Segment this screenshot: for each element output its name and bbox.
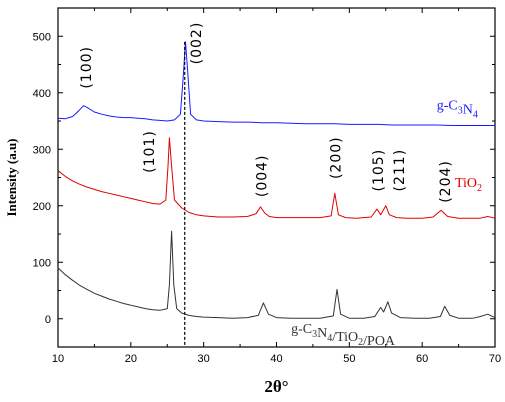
annotations: (100) (002) (101) (004) (200) (105) (211) (204)… [79, 22, 482, 349]
x-tick-label: 60 [416, 353, 428, 365]
label-subscript: 3 [458, 106, 463, 117]
series-label-0: g-C3N4 [437, 99, 478, 121]
peak-label: (101) [142, 130, 158, 173]
y-tick-label: 300 [33, 144, 51, 156]
y-tick-label: 400 [33, 88, 51, 100]
label-subscript: 2 [358, 337, 363, 348]
series-label-2: g-C3N4/TiO2/POA [291, 322, 396, 349]
y-tick-label: 500 [33, 31, 51, 43]
x-tick-label: 70 [489, 353, 501, 365]
label-text: N [463, 103, 473, 118]
label-text: TiO [455, 176, 477, 191]
y-tick-label: 100 [33, 257, 51, 269]
peak-label: (200) [329, 136, 345, 179]
y-tick-label: 200 [33, 201, 51, 213]
x-axis-label: 2θ° [264, 377, 288, 396]
label-text: /TiO [332, 330, 358, 345]
label-subscript: 4 [473, 110, 478, 121]
series-line-0 [57, 41, 495, 126]
plot-frame [57, 7, 496, 348]
peak-label: (100) [79, 46, 95, 89]
label-subscript: 2 [477, 183, 482, 194]
x-tick-label: 10 [52, 353, 64, 365]
series-layer [57, 41, 496, 319]
series-label-1: TiO2 [455, 176, 482, 194]
series-line-1 [57, 137, 496, 219]
peak-label: (002) [189, 22, 205, 65]
label-text: g-C [291, 322, 312, 337]
label-text: N [317, 326, 327, 341]
label-subscript: 3 [312, 329, 317, 340]
peak-label: (004) [254, 154, 270, 197]
y-axis-label: Intensity (a.u) [4, 138, 19, 216]
label-text: g-C [437, 99, 458, 114]
peak-label: (204) [438, 160, 454, 203]
x-tick-label: 50 [343, 353, 355, 365]
label-subscript: 4 [327, 333, 332, 344]
label-text: /POA [363, 334, 396, 349]
peak-label: (105) [371, 149, 387, 192]
x-tick-label: 30 [198, 353, 210, 365]
x-tick-label: 40 [270, 353, 282, 365]
peak-label: (211) [392, 149, 408, 192]
axes: 10 20 30 40 50 60 70 0 100 200 300 400 500 [33, 7, 501, 365]
y-tick-label: 0 [45, 314, 51, 326]
x-tick-label: 20 [125, 353, 137, 365]
series-line-2 [57, 230, 496, 319]
